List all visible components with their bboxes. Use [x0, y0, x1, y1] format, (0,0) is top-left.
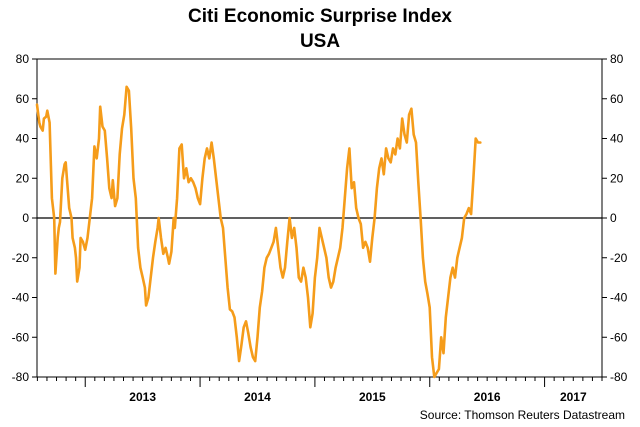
- y-tick-label-right: -60: [610, 330, 628, 344]
- x-tick-label: 2013: [129, 390, 156, 404]
- y-tick-label-left: 60: [16, 92, 30, 106]
- plot-area: -80 -80 -60 -60 -40 -40 -20 -20 0 0 20 20 40 40 60 60 80…: [12, 52, 628, 404]
- y-tick-label-left: -20: [12, 251, 30, 265]
- y-tick-label-left: -60: [12, 330, 30, 344]
- y-tick-label-left: 20: [16, 171, 30, 185]
- y-tick-label-right: 0: [610, 211, 617, 225]
- chart-subtitle: USA: [300, 31, 340, 52]
- x-tick-label: 2014: [244, 390, 271, 404]
- y-tick-label-left: 40: [16, 132, 30, 146]
- y-tick-label-left: -40: [12, 291, 30, 305]
- y-tick-label-right: -80: [610, 370, 628, 384]
- y-tick-label-right: 60: [610, 92, 624, 106]
- y-tick-label-right: 20: [610, 171, 624, 185]
- y-tick-label-left: 0: [22, 211, 29, 225]
- y-tick-label-right: 40: [610, 132, 624, 146]
- y-tick-label-right: -40: [610, 291, 628, 305]
- y-tick-label-left: 80: [16, 52, 30, 66]
- x-tick-label: 2015: [359, 390, 386, 404]
- series-line: [35, 85, 482, 379]
- source-note: Source: Thomson Reuters Datastream: [420, 408, 625, 422]
- y-tick-label-right: 80: [610, 52, 624, 66]
- x-tick-label: 2016: [474, 390, 501, 404]
- chart-title: Citi Economic Surprise Index: [188, 6, 452, 27]
- y-tick-label-left: -80: [12, 370, 30, 384]
- x-tick-label: 2017: [560, 390, 587, 404]
- y-tick-label-right: -20: [610, 251, 628, 265]
